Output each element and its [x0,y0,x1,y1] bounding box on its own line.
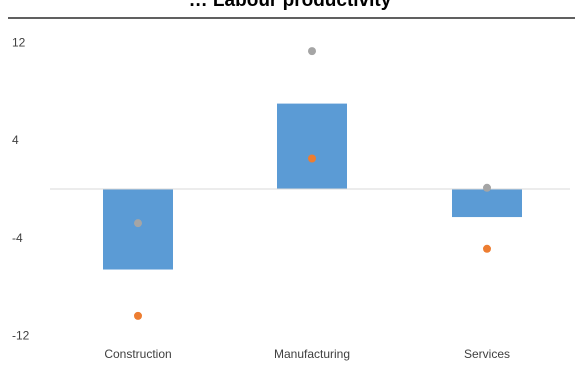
y-tick-label: 4 [12,133,19,147]
bar-construction [103,189,173,270]
y-tick-label: -12 [12,328,30,342]
category-label: Services [464,347,510,361]
plot-area: 12 4 -4 -12 Construction Manufacturing Service… [12,36,570,361]
y-tick-label: -4 [12,231,23,245]
bar-manufacturing [277,103,347,189]
marker-series3-manufacturing [308,154,316,163]
y-tick-label: 12 [12,36,26,50]
chart-title: … Labour productivity [189,0,392,11]
marker-series2-services [483,183,491,192]
marker-series3-construction [134,311,142,320]
marker-series2-construction [134,219,142,228]
marker-series2-manufacturing [308,47,316,56]
category-label: Manufacturing [274,347,350,361]
bar-services [452,189,522,218]
category-label: Construction [104,347,171,361]
marker-series3-services [483,244,491,253]
